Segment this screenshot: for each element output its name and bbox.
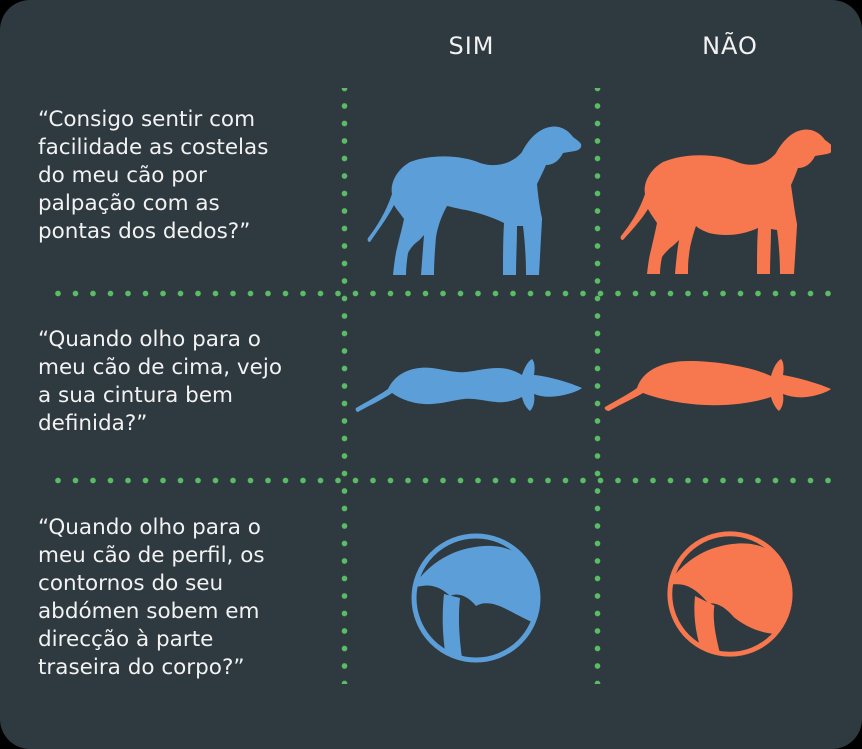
- dotted-divider-vertical-left: [341, 88, 348, 684]
- slim-dog-abdomen-circle-icon: [408, 530, 544, 666]
- overweight-dog-top-icon: [603, 353, 841, 417]
- question-abdomen: “Quando olho para o meu cão de perfil, o…: [38, 515, 265, 680]
- column-header-no: NÃO: [702, 32, 758, 60]
- dotted-divider-row-2: [46, 477, 840, 484]
- slim-dog-top-icon: [354, 356, 586, 418]
- question-ribs: “Consigo sentir com facilidade as costel…: [38, 107, 269, 244]
- dotted-divider-vertical-right: [594, 88, 601, 684]
- overweight-dog-abdomen-circle-icon: [664, 528, 796, 660]
- dotted-divider-row-1: [46, 290, 840, 297]
- column-header-yes: SIM: [448, 32, 495, 60]
- question-waist: “Quando olho para o meu cão de cima, vej…: [38, 327, 282, 436]
- overweight-dog-side-icon: [619, 122, 831, 282]
- slim-dog-side-icon: [366, 120, 582, 284]
